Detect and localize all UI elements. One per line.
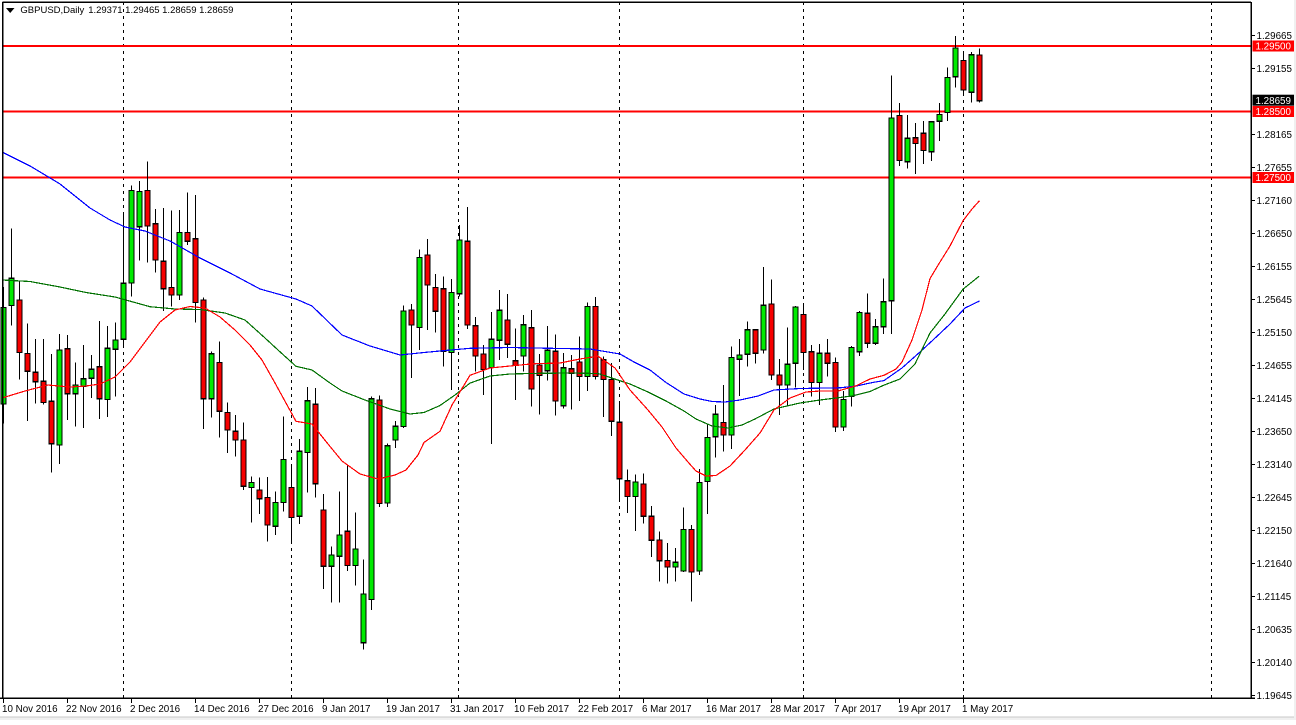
svg-text:1.28500: 1.28500 — [1256, 107, 1292, 118]
svg-text:1.20635: 1.20635 — [1257, 625, 1293, 636]
svg-text:6 Mar 2017: 6 Mar 2017 — [642, 704, 692, 715]
svg-text:1.29155: 1.29155 — [1257, 64, 1293, 75]
svg-text:31 Jan 2017: 31 Jan 2017 — [450, 704, 504, 715]
svg-text:1.20140: 1.20140 — [1257, 658, 1293, 669]
svg-text:2 Dec 2016: 2 Dec 2016 — [130, 704, 181, 715]
svg-text:9 Jan 2017: 9 Jan 2017 — [322, 704, 370, 715]
svg-text:1.29500: 1.29500 — [1256, 42, 1292, 53]
svg-text:1.19645: 1.19645 — [1257, 691, 1293, 702]
svg-text:1.27160: 1.27160 — [1257, 196, 1293, 207]
svg-text:1.23650: 1.23650 — [1257, 427, 1293, 438]
svg-text:1.26650: 1.26650 — [1257, 229, 1293, 240]
svg-text:7 Apr 2017: 7 Apr 2017 — [834, 704, 881, 715]
svg-text:GBPUSD,Daily: GBPUSD,Daily — [20, 5, 84, 16]
svg-text:1.29665: 1.29665 — [1257, 31, 1293, 42]
svg-text:27 Dec 2016: 27 Dec 2016 — [258, 704, 314, 715]
svg-text:16 Mar 2017: 16 Mar 2017 — [706, 704, 761, 715]
svg-text:1.29371 1.29465 1.28659 1.2865: 1.29371 1.29465 1.28659 1.28659 — [88, 5, 233, 16]
svg-text:1.21640: 1.21640 — [1257, 559, 1293, 570]
svg-text:1.25645: 1.25645 — [1257, 295, 1293, 306]
svg-text:22 Feb 2017: 22 Feb 2017 — [578, 704, 633, 715]
svg-text:22 Nov 2016: 22 Nov 2016 — [66, 704, 122, 715]
svg-text:1.24145: 1.24145 — [1257, 394, 1293, 405]
svg-text:1.22645: 1.22645 — [1257, 493, 1293, 504]
svg-text:1.23140: 1.23140 — [1257, 460, 1293, 471]
svg-text:1.24655: 1.24655 — [1257, 361, 1293, 372]
svg-text:28 Mar 2017: 28 Mar 2017 — [770, 704, 825, 715]
svg-text:10 Feb 2017: 10 Feb 2017 — [514, 704, 569, 715]
svg-text:10 Nov 2016: 10 Nov 2016 — [2, 704, 58, 715]
svg-text:19 Apr 2017: 19 Apr 2017 — [898, 704, 951, 715]
svg-text:1.21145: 1.21145 — [1257, 592, 1292, 603]
svg-text:1.27655: 1.27655 — [1257, 163, 1293, 174]
svg-text:1.26155: 1.26155 — [1257, 262, 1293, 273]
svg-text:1.22150: 1.22150 — [1257, 526, 1293, 537]
svg-text:1.28165: 1.28165 — [1257, 130, 1293, 141]
svg-text:1 May 2017: 1 May 2017 — [962, 704, 1013, 715]
svg-text:1.28659: 1.28659 — [1256, 96, 1291, 107]
svg-text:1.25150: 1.25150 — [1257, 328, 1293, 339]
svg-text:1.27500: 1.27500 — [1256, 173, 1292, 184]
svg-text:14 Dec 2016: 14 Dec 2016 — [194, 704, 250, 715]
svg-text:19 Jan 2017: 19 Jan 2017 — [386, 704, 440, 715]
